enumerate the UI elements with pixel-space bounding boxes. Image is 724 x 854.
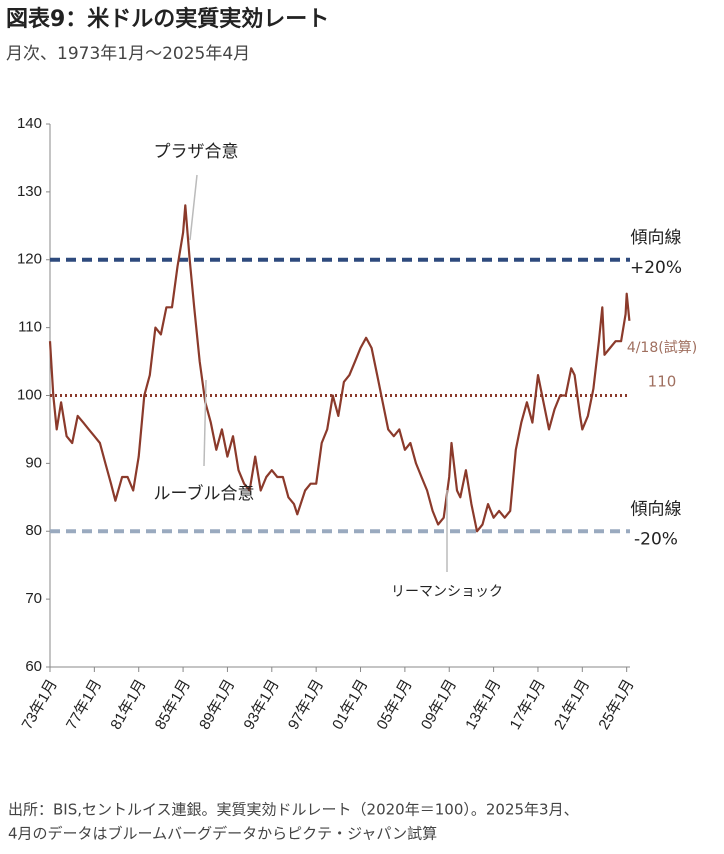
estimate-label: 4/18(試算): [627, 340, 697, 356]
annotation: ルーブル合意: [154, 483, 255, 504]
x-tick-label: 89年1月: [196, 676, 238, 732]
reference-label: 傾向線: [631, 499, 682, 519]
y-tick-label: 120: [17, 251, 42, 268]
annotation-pointer: [203, 379, 207, 467]
x-tick-label: 97年1月: [285, 676, 327, 732]
x-tick-label: 21年1月: [551, 676, 593, 732]
y-tick-label: 80: [25, 522, 42, 539]
y-tick-label: 140: [17, 115, 42, 132]
y-tick-label: 90: [25, 454, 42, 471]
x-tick-label: 13年1月: [462, 676, 504, 732]
y-tick-label: 100: [17, 386, 42, 403]
y-tick-label: 70: [25, 590, 42, 607]
x-tick-label: 01年1月: [329, 676, 371, 732]
data-line: [48, 204, 631, 533]
x-tick-label: 81年1月: [107, 676, 149, 732]
x-tick-label: 25年1月: [595, 676, 637, 732]
x-tick-label: 73年1月: [19, 676, 61, 732]
x-tick-label: 17年1月: [507, 676, 549, 732]
y-tick-label: 110: [18, 319, 42, 336]
chart-subtitle: 月次、1973年1月～2025年4月: [6, 44, 250, 64]
x-tick-label: 93年1月: [240, 676, 282, 732]
footnote: 4月のデータはブルームバーグデータからピクテ・ジャパン試算: [8, 825, 437, 843]
y-tick-label: 130: [17, 183, 42, 200]
annotation-pointer: [189, 174, 198, 241]
reference-label: 傾向線: [631, 228, 682, 248]
chart-title: 図表9：米ドルの実質実効レート: [6, 6, 329, 32]
x-tick-label: 85年1月: [152, 676, 194, 732]
reference-label: +20%: [630, 258, 682, 278]
x-tick-label: 77年1月: [63, 676, 105, 732]
annotation: リーマンショック: [391, 584, 503, 600]
x-tick-label: 05年1月: [374, 676, 416, 732]
estimate-value: 110: [648, 373, 677, 391]
x-tick-label: 09年1月: [418, 676, 460, 732]
annotation: プラザ合意: [154, 142, 239, 162]
footnote: 出所：BIS,セントルイス連銀。実質実効ドルレート（2020年＝100）。202…: [8, 801, 579, 819]
y-tick-label: 60: [25, 658, 42, 675]
reference-label: -20%: [634, 529, 678, 549]
